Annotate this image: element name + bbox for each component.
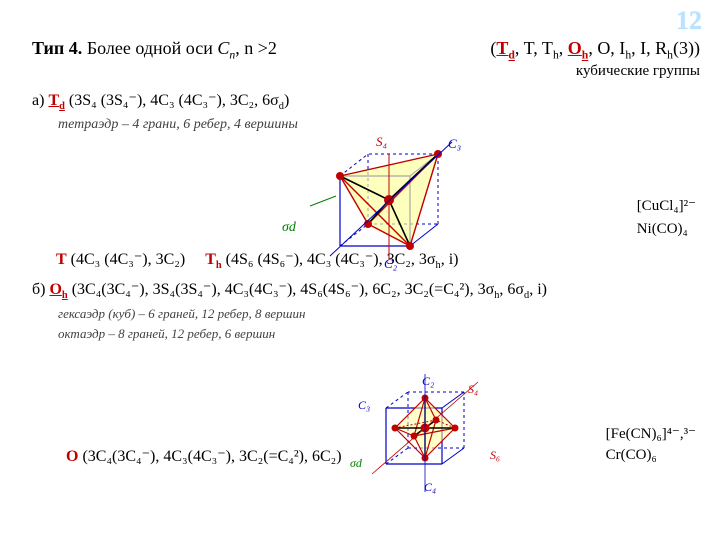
b-prefix: б) — [32, 281, 49, 298]
th-sym: T — [205, 251, 216, 268]
t-sym: T — [56, 251, 67, 268]
grp-mid3: , I, R — [631, 38, 667, 58]
b-line: б) Oh (3C₄(3C₄⁻), 3S₄(3S₄⁻), 4C₃(4C₃⁻), … — [32, 279, 700, 303]
a-line: а) Td (3S₄ (3S₄⁻), 4C₃ (4C₃⁻), 3C₂, 6σd) — [32, 90, 700, 114]
compounds-1: [CuCl₄]²⁻ Ni(CO)₄ — [637, 190, 696, 244]
a-close: ) — [284, 92, 289, 109]
comp-crco6: Cr(CO)₆ — [606, 447, 696, 464]
a-prefix: а) — [32, 92, 48, 109]
o-rest: (3C₄(3C₄⁻), 4C₃(4C₃⁻), 3C₂(=C₄²), 6C₂) — [78, 448, 341, 465]
comp-cucl4: [CuCl₄]²⁻ — [637, 196, 696, 215]
a-td: T — [48, 92, 59, 109]
hdr-desc-a: Более одной оси — [87, 38, 218, 58]
grp-mid-oh: , — [559, 38, 568, 58]
t-rest: (4C₃ (4C₃⁻), 3C₂) — [67, 251, 186, 268]
grp-mid1: , T, T — [515, 38, 553, 58]
comp-nico4: Ni(CO)₄ — [637, 221, 696, 238]
grp-td: T — [496, 38, 508, 58]
grp-mid2: , O, I — [588, 38, 625, 58]
o-sym: O — [66, 448, 78, 465]
grp-rh3: (3) — [673, 38, 694, 58]
header-left: Тип 4. Более одной оси Cn, n >2 — [32, 36, 490, 63]
hexa-desc: гексаэдр (куб) – 6 граней, 12 ребер, 8 в… — [58, 305, 700, 323]
comp-fecn6: [Fe(CN)₆]⁴⁻,³⁻ — [606, 424, 696, 443]
b-end: , i) — [529, 281, 547, 298]
a-rest: (3S₄ (3S₄⁻), 4C₃ (4C₃⁻), 3C₂, 6σ — [65, 92, 279, 109]
octahedron-diagram — [360, 378, 500, 493]
header-right: (Td, T, Th, Oh, O, Ih, I, Rh(3)) кубичес… — [490, 36, 700, 82]
slide-number: 12 — [676, 6, 702, 36]
b-rest: (3C₄(3C₄⁻), 3S₄(3S₄⁻), 4C₃(4C₃⁻), 4S₆(4S… — [68, 281, 495, 298]
paren-close: ) — [694, 38, 700, 58]
octa-desc: октаэдр – 8 граней, 12 ребер, 6 вершин — [58, 325, 700, 343]
tip-label: Тип 4. — [32, 38, 82, 58]
compounds-2: [Fe(CN)₆]⁴⁻,³⁻ Cr(CO)₆ — [606, 420, 696, 468]
tetra-desc: тетраэдр – 4 грани, 6 ребер, 4 вершины — [58, 116, 700, 135]
b-oh: O — [49, 281, 61, 298]
tetrahedron-diagram — [310, 140, 480, 275]
cubic-label: кубические группы — [494, 61, 700, 81]
b-mid: , 6σ — [499, 281, 524, 298]
grp-oh: O — [568, 38, 582, 58]
hdr-cn: C — [217, 38, 229, 58]
label-sigma-d-1: σd — [282, 220, 296, 236]
hdr-desc-c: , n >2 — [235, 38, 277, 58]
